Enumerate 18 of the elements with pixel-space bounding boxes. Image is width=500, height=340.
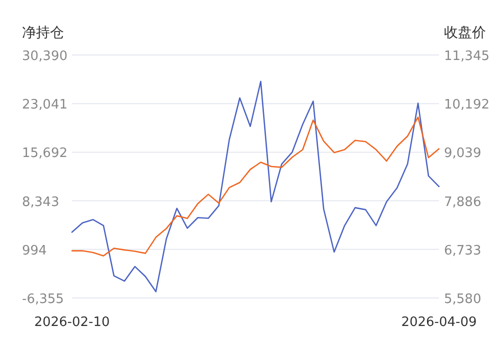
y-tick-label: 15,692 bbox=[22, 146, 68, 162]
y2-axis-title: 收盘价 bbox=[444, 25, 486, 41]
y2-tick-label: 10,192 bbox=[444, 98, 490, 113]
y-axis-title: 净持仓 bbox=[22, 25, 64, 41]
y-tick-label: 994 bbox=[22, 243, 47, 258]
line-series bbox=[71, 116, 440, 256]
y2-tick-label: 5,580 bbox=[444, 292, 482, 307]
y-tick-label: 30,390 bbox=[22, 49, 68, 64]
line-series bbox=[71, 80, 440, 292]
y2-tick-label: 7,886 bbox=[444, 194, 482, 210]
x-tick-label: 2026-02-10 bbox=[34, 315, 110, 330]
x-tick-label: 2026-04-09 bbox=[401, 315, 477, 330]
y2-tick-label: 9,039 bbox=[444, 146, 482, 162]
y-tick-label: 8,343 bbox=[22, 194, 60, 210]
y-tick-label: 23,041 bbox=[22, 98, 68, 113]
y-tick-label: -6,355 bbox=[22, 292, 64, 307]
y2-tick-label: 11,345 bbox=[444, 49, 490, 64]
y2-tick-label: 6,733 bbox=[444, 243, 482, 258]
